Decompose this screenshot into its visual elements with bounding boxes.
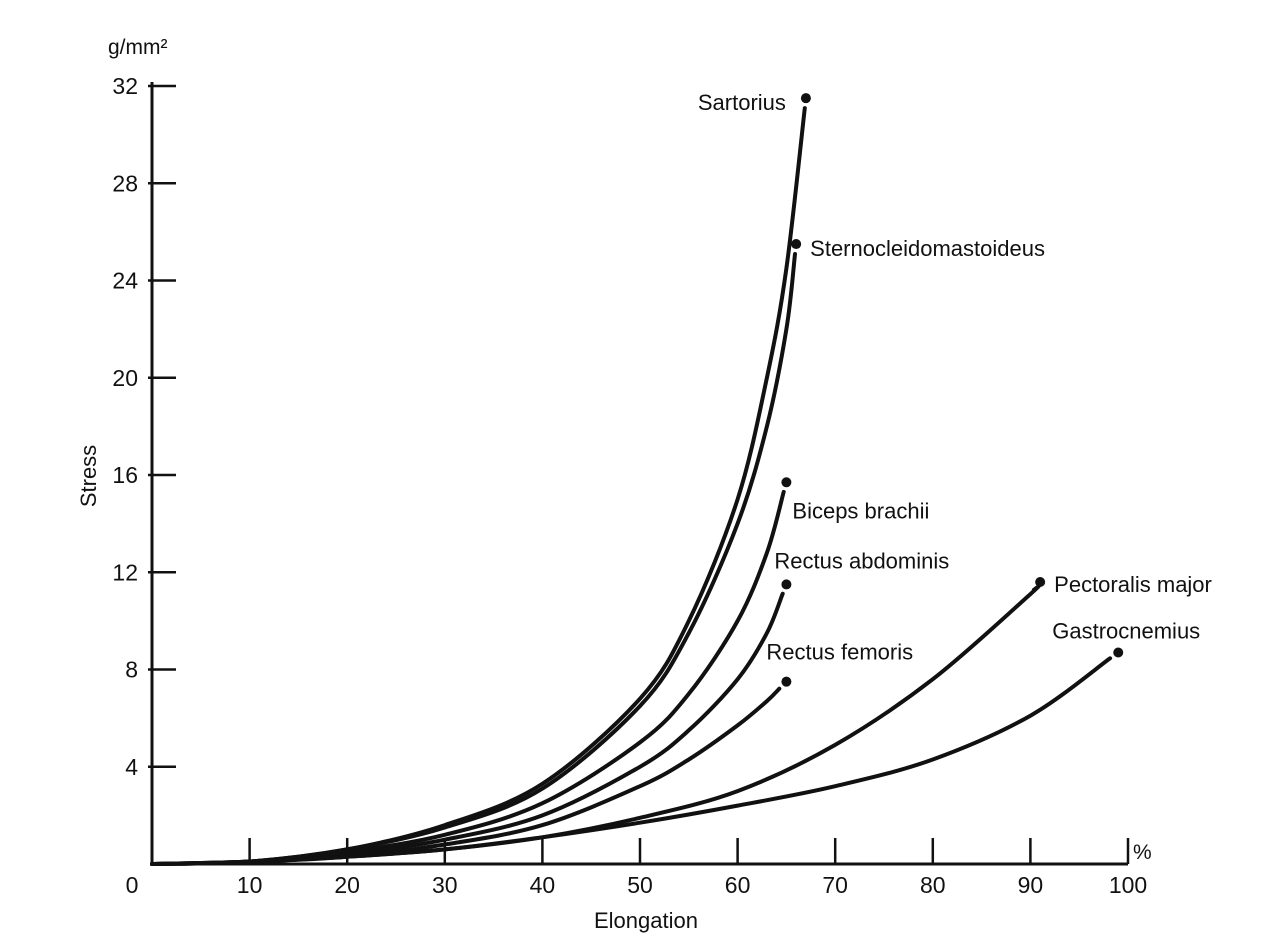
series-end-points (781, 93, 1124, 687)
x-tick-label: 20 (334, 872, 360, 898)
series-curve (150, 656, 1113, 866)
series-label: Biceps brachii (792, 498, 929, 523)
series-label: Rectus abdominis (774, 548, 949, 573)
series-label: Rectus femoris (766, 640, 913, 665)
y-tick-label: 28 (112, 170, 138, 196)
x-tick-label: 50 (627, 872, 653, 898)
axes (150, 82, 1128, 866)
tick-marks (148, 84, 1130, 864)
series-label: Sartorius (698, 90, 786, 115)
y-tick-label: 8 (125, 657, 138, 683)
x-tick-label: 70 (822, 872, 848, 898)
y-axis-title: Stress (76, 445, 101, 507)
series-curve (150, 252, 797, 866)
y-tick-label: 4 (125, 754, 138, 780)
x-tick-label: 30 (432, 872, 458, 898)
series-end-point (800, 93, 811, 104)
y-tick-label: 12 (112, 559, 138, 585)
x-axis-title: Elongation (594, 908, 698, 933)
series-label: Sternocleidomastoideus (810, 236, 1045, 261)
series-end-point (781, 676, 792, 687)
series-curve (150, 584, 1041, 866)
series-label: Gastrocnemius (1052, 618, 1200, 643)
series-curves (150, 106, 1113, 866)
y-tick-label: 32 (112, 73, 138, 99)
tick-labels: 0 10 20 30 40 50 60 70 80 90 100 4 8 12 16 20 24 28 32 (112, 73, 1147, 898)
series-curve (150, 489, 786, 866)
x-tick-label: 80 (920, 872, 946, 898)
series-label: Pectoralis major (1054, 572, 1212, 597)
series-end-point (1113, 647, 1124, 658)
series-end-point (781, 579, 792, 590)
y-tick-label: 24 (112, 268, 138, 294)
y-tick-label: 16 (112, 462, 138, 488)
x-axis-unit: % (1133, 841, 1152, 864)
x-tick-label: 0 (126, 872, 139, 898)
y-tick-label: 20 (112, 365, 138, 391)
x-tick-label: 90 (1018, 872, 1044, 898)
x-tick-label: 10 (237, 872, 263, 898)
series-end-point (791, 239, 802, 250)
y-axis-unit: g/mm² (108, 36, 168, 59)
x-tick-label: 60 (725, 872, 751, 898)
series-curve (150, 106, 807, 866)
series-end-point (1035, 576, 1046, 587)
x-tick-label: 40 (530, 872, 556, 898)
series-end-point (781, 477, 792, 488)
series-labels: Sartorius Sternocleidomastoideus Biceps br… (698, 90, 1212, 665)
x-tick-label: 100 (1109, 872, 1147, 898)
series-curve (150, 686, 782, 866)
